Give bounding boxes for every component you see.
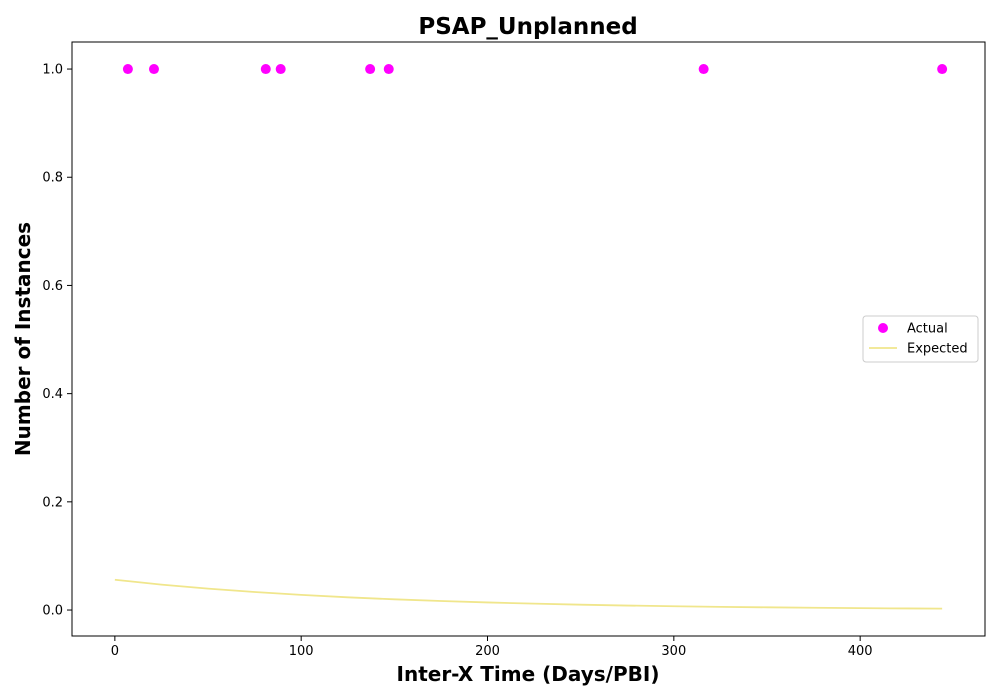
- actual-point: [122, 64, 133, 75]
- x-tick-label: 300: [661, 644, 686, 659]
- x-tick-label: 0: [111, 644, 119, 659]
- chart-title: PSAP_Unplanned: [418, 14, 637, 40]
- y-axis-title: Number of Instances: [11, 222, 35, 456]
- x-axis-title: Inter-X Time (Days/PBI): [397, 662, 660, 686]
- actual-point: [148, 64, 159, 75]
- legend: Actual Expected: [862, 315, 979, 363]
- legend-label: Expected: [907, 342, 968, 357]
- actual-point: [383, 64, 394, 75]
- y-tick-label: 0.4: [42, 387, 63, 402]
- actual-point: [260, 64, 271, 75]
- legend-box: [862, 315, 979, 363]
- x-tick-label: 200: [475, 644, 500, 659]
- y-tick-label: 0.6: [42, 279, 63, 294]
- actual-point: [275, 64, 286, 75]
- y-tick-label: 1.0: [42, 63, 63, 78]
- actual-point: [698, 64, 709, 75]
- plot-frame: [71, 41, 986, 637]
- actual-point: [937, 64, 948, 75]
- y-tick-label: 0.0: [42, 604, 63, 619]
- actual-point: [365, 64, 376, 75]
- x-tick-label: 400: [848, 644, 873, 659]
- expected-line: [114, 578, 943, 610]
- legend-marker-actual: [878, 323, 888, 333]
- x-tick-label: 100: [289, 644, 314, 659]
- y-tick-label: 0.8: [42, 171, 63, 186]
- y-tick-label: 0.2: [42, 495, 63, 510]
- legend-label: Actual: [907, 322, 948, 337]
